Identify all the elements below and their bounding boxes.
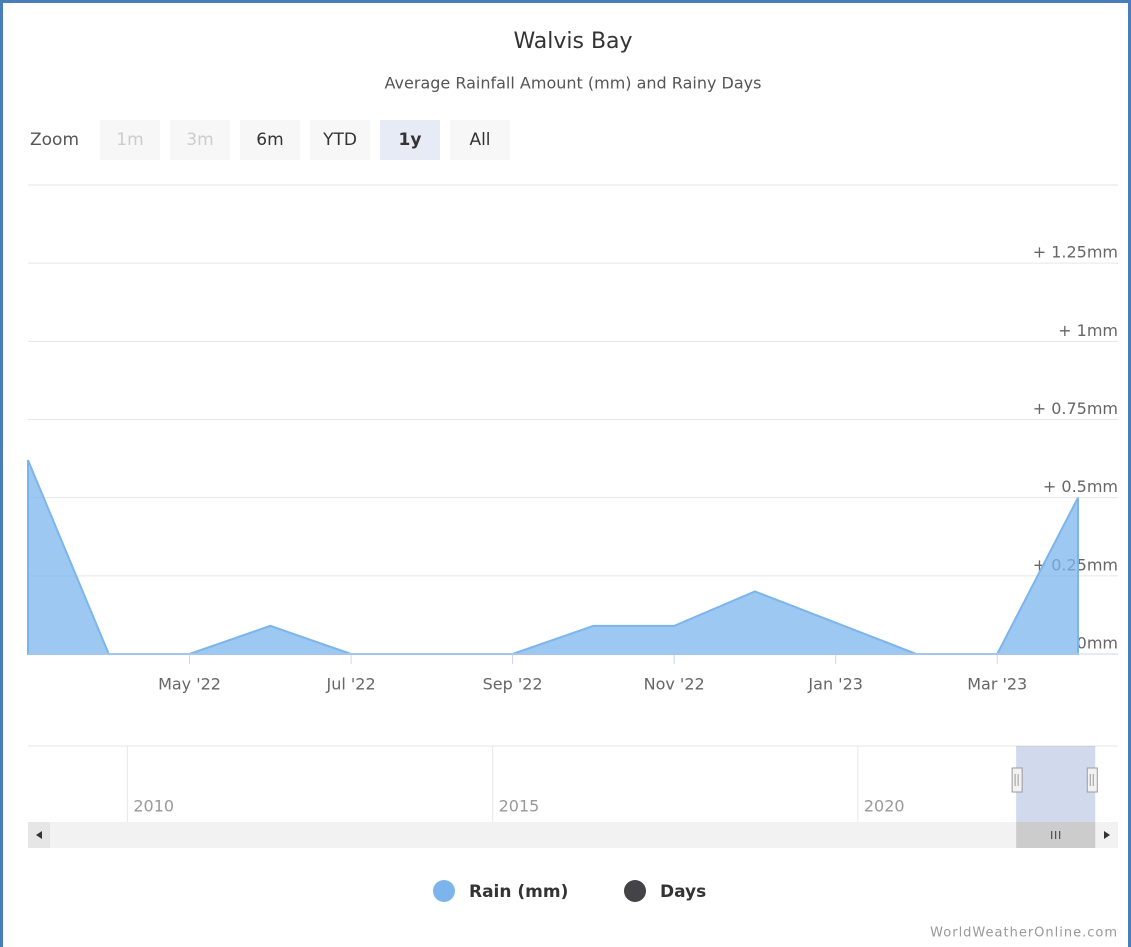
navigator-tick-label: 2010 bbox=[133, 797, 174, 816]
zoom-button-label: 1m bbox=[116, 130, 143, 150]
zoom-button[interactable] bbox=[450, 120, 510, 160]
y-tick-label: + 0.5mm bbox=[1043, 477, 1118, 496]
x-tick-label: Jul '22 bbox=[325, 675, 375, 694]
navigator-mask bbox=[1016, 746, 1096, 822]
y-tick-label: + 0.75mm bbox=[1033, 399, 1118, 418]
legend-marker[interactable] bbox=[624, 880, 646, 902]
x-tick-label: Nov '22 bbox=[644, 675, 705, 694]
navigator-tick-label: 2015 bbox=[499, 797, 540, 816]
credits[interactable]: WorldWeatherOnline.com bbox=[930, 926, 1118, 941]
navigator-handle[interactable] bbox=[1011, 767, 1023, 793]
zoom-label: Zoom bbox=[30, 130, 79, 150]
chart-title: Walvis Bay bbox=[513, 29, 632, 54]
zoom-button bbox=[170, 120, 230, 160]
legend-label[interactable]: Rain (mm) bbox=[469, 882, 568, 902]
y-tick-label: + 1.25mm bbox=[1033, 243, 1118, 262]
legend-label[interactable]: Days bbox=[660, 882, 706, 902]
navigator-tick-label: 2020 bbox=[864, 797, 905, 816]
navigator-handle[interactable] bbox=[1086, 767, 1098, 793]
legend-marker[interactable] bbox=[433, 880, 455, 902]
zoom-button-label[interactable]: All bbox=[469, 130, 490, 150]
x-tick-label: May '22 bbox=[158, 675, 221, 694]
y-tick-label: + 1mm bbox=[1058, 321, 1118, 340]
scrollbar-track bbox=[28, 822, 1118, 848]
zoom-button-label: 3m bbox=[186, 130, 213, 150]
scrollbar-left-arrow bbox=[36, 831, 42, 839]
zoom-button[interactable] bbox=[240, 120, 300, 160]
x-tick-label: Sep '22 bbox=[483, 675, 543, 694]
x-tick-label: Mar '23 bbox=[967, 675, 1027, 694]
zoom-button bbox=[100, 120, 160, 160]
chart-subtitle: Average Rainfall Amount (mm) and Rainy D… bbox=[385, 74, 762, 93]
zoom-button-label[interactable]: YTD bbox=[322, 130, 357, 150]
zoom-button-label[interactable]: 6m bbox=[256, 130, 283, 150]
y-tick-label: 0mm bbox=[1077, 634, 1118, 653]
scrollbar-right-arrow bbox=[1104, 831, 1110, 839]
zoom-button[interactable] bbox=[310, 120, 370, 160]
x-tick-label: Jan '23 bbox=[807, 675, 863, 694]
zoom-button-label[interactable]: 1y bbox=[399, 130, 422, 150]
zoom-button[interactable] bbox=[380, 120, 440, 160]
